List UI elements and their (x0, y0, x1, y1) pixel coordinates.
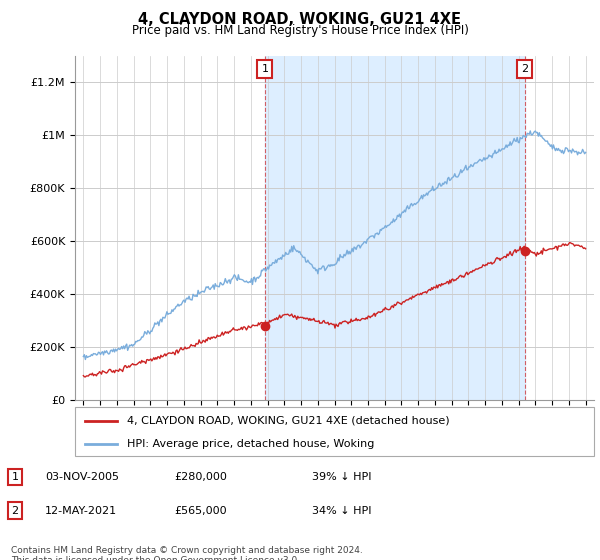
Text: £280,000: £280,000 (174, 472, 227, 482)
Text: 1: 1 (262, 64, 268, 74)
Text: 4, CLAYDON ROAD, WOKING, GU21 4XE: 4, CLAYDON ROAD, WOKING, GU21 4XE (139, 12, 461, 27)
Text: 34% ↓ HPI: 34% ↓ HPI (312, 506, 371, 516)
FancyBboxPatch shape (75, 407, 594, 456)
Text: Contains HM Land Registry data © Crown copyright and database right 2024.
This d: Contains HM Land Registry data © Crown c… (11, 546, 362, 560)
Text: Price paid vs. HM Land Registry's House Price Index (HPI): Price paid vs. HM Land Registry's House … (131, 24, 469, 36)
Text: 2: 2 (521, 64, 528, 74)
Text: 03-NOV-2005: 03-NOV-2005 (45, 472, 119, 482)
Text: £565,000: £565,000 (174, 506, 227, 516)
Text: 4, CLAYDON ROAD, WOKING, GU21 4XE (detached house): 4, CLAYDON ROAD, WOKING, GU21 4XE (detac… (127, 416, 449, 426)
Text: 2: 2 (11, 506, 19, 516)
Text: 1: 1 (11, 472, 19, 482)
Text: 39% ↓ HPI: 39% ↓ HPI (312, 472, 371, 482)
Text: HPI: Average price, detached house, Woking: HPI: Average price, detached house, Woki… (127, 439, 374, 449)
Bar (265, 56, 524, 400)
Text: 12-MAY-2021: 12-MAY-2021 (45, 506, 117, 516)
